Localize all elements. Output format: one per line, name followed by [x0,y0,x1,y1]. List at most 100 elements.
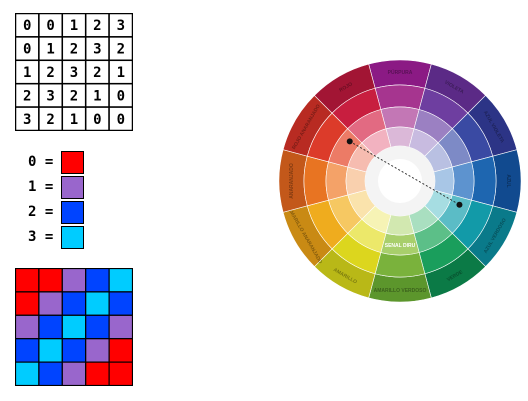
wheel-segment: AMARILLO [314,205,392,299]
number-cell: 3 [108,13,133,38]
color-cell [61,338,87,363]
complement-connector [349,140,460,206]
color-cell [38,361,63,386]
number-cell-value: 2 [70,42,78,58]
legend-label: 2 = [28,204,54,220]
color-cell [85,268,110,293]
color-grid [15,268,133,386]
number-cell-value: 3 [93,42,101,58]
number-cell: 0 [38,13,64,38]
number-cell: 2 [84,59,110,85]
number-cell-value: 0 [117,88,125,104]
color-cell [38,268,63,293]
wheel-segment: ROJO [314,63,392,157]
number-cell-value: 2 [70,88,78,104]
wheel-segment: AZUL VERDOSO [424,189,518,267]
number-cell: 2 [61,82,87,108]
wheel-segment: ANARANJADO [279,149,367,213]
color-cell [85,338,110,363]
color-cell [108,338,133,363]
wheel-center-label: SENAL DIRU [385,243,416,249]
color-cell [85,361,110,386]
wheel-segment-label: AMARILLO VERDOSO [374,288,427,294]
number-cell: 3 [84,36,110,62]
number-cell-value: 1 [70,18,78,34]
number-cell-value: 1 [70,112,78,128]
number-cell: 0 [108,82,133,108]
legend-row: 0 = [28,151,98,174]
number-cell: 3 [38,82,64,108]
number-grid: 0 0 1 2 30 1 2 3 21 2 3 2 12 3 2 1 03 2 1 0 0 [15,13,133,131]
color-cell [15,268,40,293]
color-cell [61,268,87,293]
legend-swatch [61,226,84,249]
color-cell [108,314,133,340]
color-cell [108,361,133,386]
number-cell: 2 [38,106,64,131]
legend-swatch [61,201,84,224]
legend-label: 3 = [28,229,54,245]
legend-row: 1 = [28,176,98,199]
color-cell [85,291,110,316]
color-cell [38,314,63,340]
color-cell [15,361,40,386]
legend-row: 2 = [28,201,98,224]
color-cell [108,268,133,293]
wheel-segment: AZUL [433,149,521,213]
legend-swatch [61,151,84,174]
number-cell-value: 2 [93,65,101,81]
number-cell-value: 1 [117,65,125,81]
wheel-segment: VIOLETA [408,63,486,157]
color-legend: 0 = 1 = 2 = 3 = [28,151,98,251]
number-cell-value: 0 [117,112,125,128]
number-cell: 2 [61,36,87,62]
number-cell: 2 [84,13,110,38]
wheel-segment-label: ANARANJADO [289,163,295,199]
color-cell [15,314,40,340]
color-cell [61,314,87,340]
number-cell: 2 [15,82,40,108]
legend-label: 1 = [28,179,54,195]
marker-dot [346,138,353,145]
legend-row: 3 = [28,226,98,249]
color-cell [61,361,87,386]
number-cell-value: 3 [46,88,54,104]
number-cell: 1 [61,13,87,38]
legend-swatch [61,176,84,199]
number-cell-value: 0 [23,42,31,58]
number-cell-value: 3 [23,112,31,128]
wheel-segment-label: PÚRPURA [388,69,413,76]
color-cell [85,314,110,340]
number-cell: 1 [61,106,87,131]
number-cell: 1 [84,82,110,108]
number-cell: 1 [108,59,133,85]
number-cell: 2 [38,59,64,85]
wheel-segment: VERDE [408,205,486,299]
number-cell-value: 1 [46,42,54,58]
wheel-segment: PÚRPURA [368,60,432,148]
number-cell-value: 2 [46,112,54,128]
number-cell-value: 2 [117,42,125,58]
color-cell [15,338,40,363]
wheel-segment: AZUL VIOLETA [424,95,518,173]
number-cell-value: 1 [93,88,101,104]
number-cell-value: 2 [46,65,54,81]
color-cell [38,338,63,363]
number-cell: 3 [61,59,87,85]
color-cell [38,291,63,316]
color-cell [61,291,87,316]
color-cell [108,291,133,316]
number-cell-value: 2 [23,88,31,104]
wheel-segment-label: AZUL [505,174,511,187]
number-cell-value: 2 [93,18,101,34]
number-cell: 2 [108,36,133,62]
number-cell-value: 3 [117,18,125,34]
number-cell-value: 0 [46,18,54,34]
number-cell: 1 [38,36,64,62]
number-cell-value: 1 [23,65,31,81]
number-cell-value: 0 [93,112,101,128]
legend-label: 0 = [28,154,54,170]
number-cell-value: 3 [70,65,78,81]
marker-dot [456,201,463,208]
